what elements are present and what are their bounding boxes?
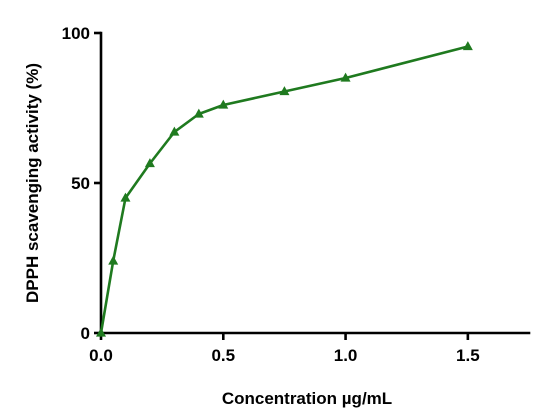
data-point-marker — [218, 99, 229, 109]
y-tick-label: 50 — [71, 174, 90, 193]
data-point-marker — [169, 126, 180, 136]
x-axis-ticks: 0.0 0.5 1.0 1.5 — [89, 333, 480, 365]
data-point-marker — [340, 72, 351, 82]
y-tick-label: 0 — [81, 324, 90, 343]
axes — [99, 31, 531, 335]
y-axis-ticks: 0 50 100 — [62, 24, 101, 343]
y-axis-title: DPPH scavenging activity (%) — [23, 63, 42, 303]
data-series — [96, 41, 473, 337]
x-tick-label: 0.0 — [89, 346, 113, 365]
data-point-marker — [96, 327, 106, 337]
x-tick-label: 1.0 — [334, 346, 358, 365]
series-line — [99, 45, 469, 334]
data-point-marker — [193, 108, 204, 118]
data-point-marker — [462, 41, 473, 51]
x-axis-title: Concentration µg/mL — [222, 389, 392, 408]
data-point-marker — [144, 158, 155, 168]
data-point-marker — [279, 86, 290, 96]
x-tick-label: 0.5 — [211, 346, 235, 365]
y-tick-label: 100 — [62, 24, 90, 43]
x-tick-label: 1.5 — [456, 346, 480, 365]
data-point-marker — [108, 255, 119, 265]
data-point-marker — [120, 192, 131, 202]
